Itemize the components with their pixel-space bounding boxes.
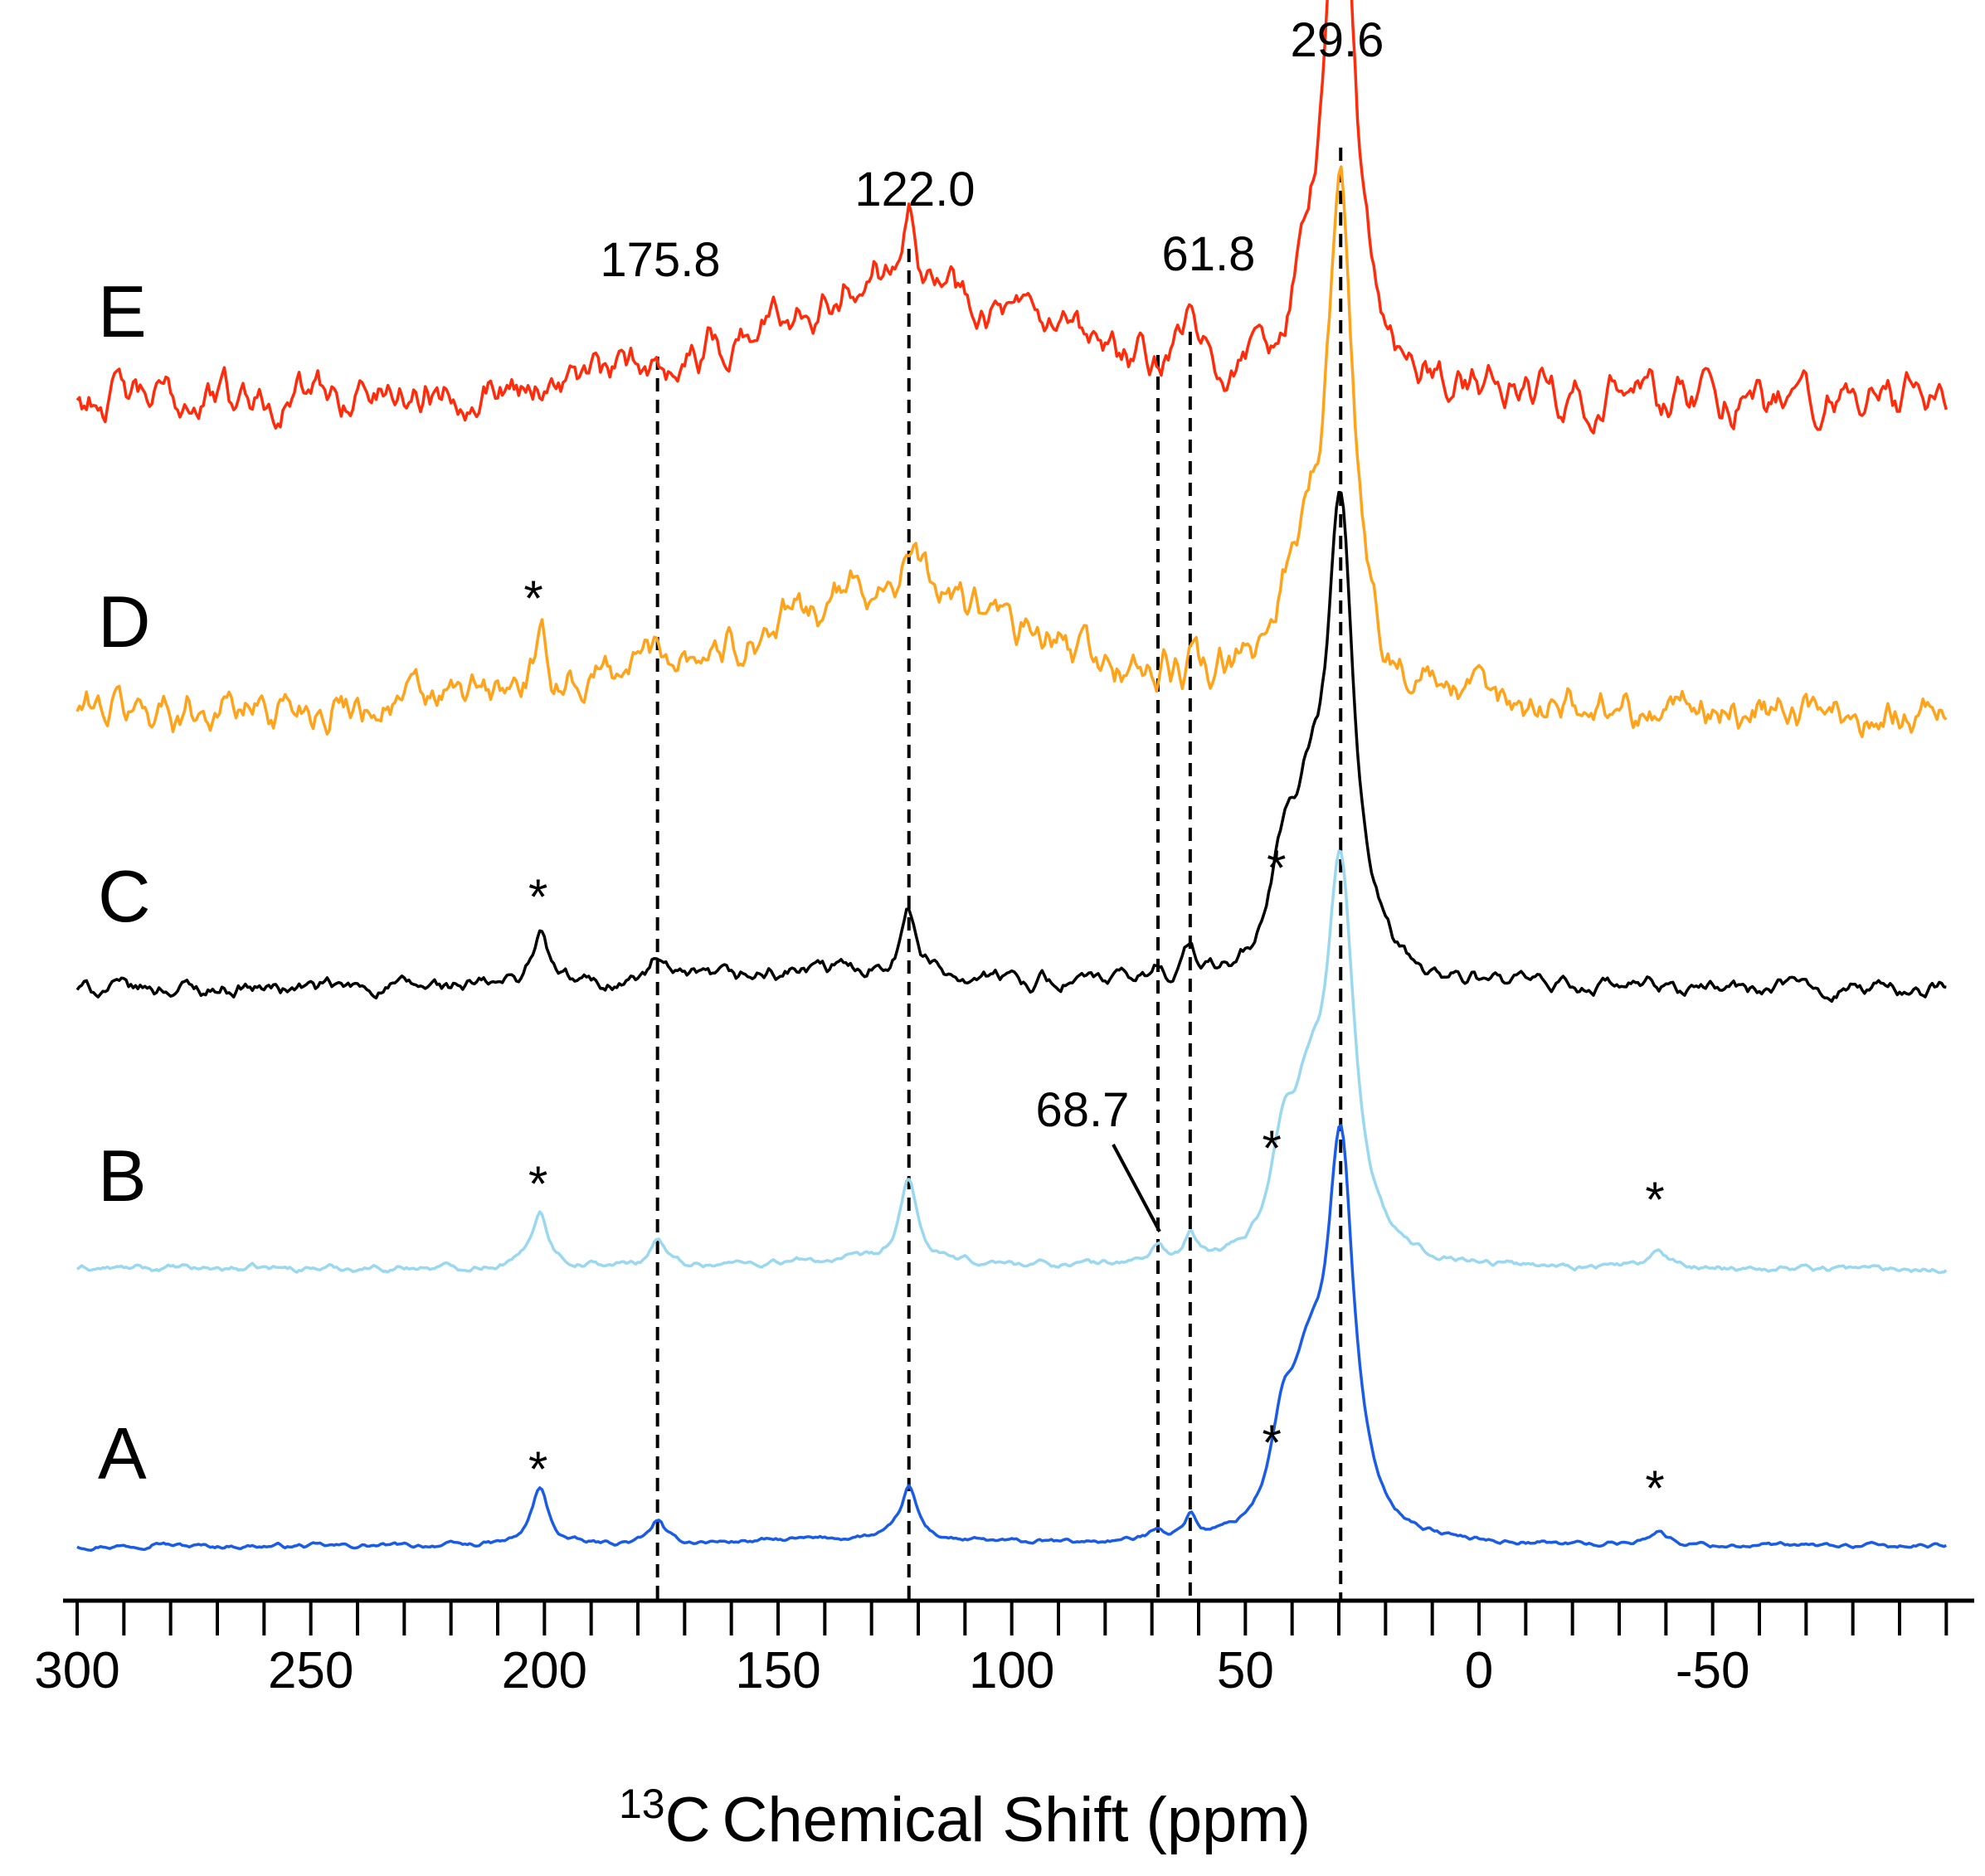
x-tick-label: 0 [1465, 1642, 1493, 1699]
spectrum-b-line [75, 849, 1948, 1275]
peak-label-68-7-leader [1112, 1144, 1161, 1232]
spectrum-label-a: A [98, 1412, 147, 1494]
spectrum-label-c: C [98, 855, 151, 937]
sideband-marker-a: * [528, 1441, 547, 1497]
sideband-marker-b: * [1262, 1120, 1281, 1176]
x-axis-title-isotope: 13 [619, 1781, 665, 1827]
spectrum-labels: A B C D E [98, 270, 151, 1494]
sideband-marker-a: * [1645, 1460, 1664, 1516]
peak-label-29-6: 29.6 [1291, 13, 1384, 67]
x-tick-label: -50 [1676, 1642, 1750, 1699]
x-axis-title-text: Chemical Shift (ppm) [722, 1785, 1311, 1855]
sideband-marker-d: * [523, 571, 542, 626]
spectra [75, 0, 1948, 1552]
sideband-marker-b: * [1645, 1172, 1664, 1227]
peak-label-175-8: 175.8 [600, 233, 720, 287]
x-tick-label: 50 [1217, 1642, 1274, 1699]
sideband-marker-a: * [1262, 1415, 1281, 1470]
spectrum-label-d: D [98, 581, 151, 663]
spectrum-e-line [75, 0, 1948, 435]
spectrum-d-line [75, 165, 1948, 739]
spectrum-c-line [75, 490, 1947, 1004]
x-axis-title-element: C [665, 1785, 711, 1855]
x-tick-label: 150 [735, 1642, 820, 1699]
x-tick-label: 300 [34, 1642, 119, 1699]
sideband-marker-c: * [1267, 840, 1286, 896]
x-tick-label: 200 [502, 1642, 587, 1699]
spectrum-a-line [76, 1124, 1948, 1552]
dashed-guides [655, 148, 1343, 1601]
x-axis-title: 13C Chemical Shift (ppm) [619, 1781, 1311, 1855]
x-tick-label: 250 [268, 1642, 353, 1699]
peak-label-61-8: 61.8 [1162, 227, 1256, 281]
x-axis: 300 250 200 150 100 50 0 -50 [34, 1598, 1974, 1699]
spectrum-label-b: B [98, 1135, 147, 1217]
peak-label-122-0: 122.0 [854, 163, 975, 216]
spectrum-label-e: E [98, 270, 147, 352]
peak-label-68-7: 68.7 [1036, 1083, 1130, 1137]
sideband-markers: * * * * * * * * * [523, 571, 1664, 1516]
sideband-marker-b: * [528, 1156, 547, 1212]
x-tick-label: 100 [969, 1642, 1054, 1699]
sideband-marker-c: * [528, 869, 547, 925]
peak-annotations: 29.6 122.0 175.8 61.8 68.7 [600, 13, 1384, 1232]
